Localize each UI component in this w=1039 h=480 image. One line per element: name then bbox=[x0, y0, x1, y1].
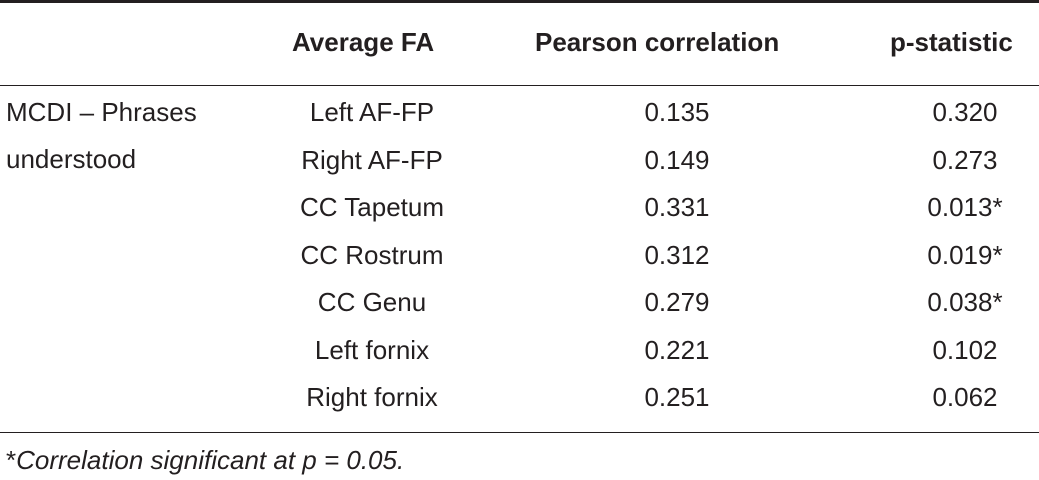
cell-pearson: 0.331 bbox=[644, 192, 710, 222]
header-pearson-correlation: Pearson correlation bbox=[535, 27, 780, 57]
footnote-text: Correlation significant at p = 0.05. bbox=[16, 445, 405, 475]
cell-p-statistic: 0.320 bbox=[932, 97, 998, 127]
table-row: Right fornix 0.251 0.062 bbox=[0, 374, 1039, 422]
cell-pearson: 0.279 bbox=[644, 287, 710, 317]
cell-p-statistic: 0.062 bbox=[932, 382, 998, 412]
table-row: Right AF-FP 0.149 0.273 bbox=[0, 137, 1039, 185]
table-header-rule bbox=[0, 85, 1039, 86]
cell-average-fa: CC Tapetum bbox=[299, 192, 445, 222]
cell-average-fa: Right AF-FP bbox=[301, 144, 443, 175]
cell-pearson: 0.135 bbox=[644, 97, 710, 127]
header-p-statistic: p-statistic bbox=[890, 27, 1013, 57]
table-bottom-rule bbox=[0, 432, 1039, 433]
cell-p-statistic: 0.019* bbox=[927, 239, 1003, 270]
cell-p-statistic: 0.273 bbox=[932, 144, 998, 175]
table-row: Left AF-FP 0.135 0.320 bbox=[0, 89, 1039, 137]
cell-average-fa: Left fornix bbox=[314, 334, 430, 365]
cell-average-fa: CC Genu bbox=[317, 287, 427, 317]
footnote-mark: * bbox=[6, 445, 17, 475]
table-row: CC Genu 0.279 0.038* bbox=[0, 279, 1039, 327]
cell-pearson: 0.149 bbox=[644, 144, 710, 175]
cell-p-statistic: 0.102 bbox=[932, 334, 998, 365]
cell-average-fa: Right fornix bbox=[306, 382, 438, 412]
table-body: Left AF-FP 0.135 0.320 Right AF-FP 0.149… bbox=[0, 89, 1039, 422]
cell-pearson: 0.221 bbox=[644, 334, 710, 365]
table-row: CC Tapetum 0.331 0.013* bbox=[0, 184, 1039, 232]
cell-p-statistic: 0.038* bbox=[927, 287, 1003, 317]
cell-pearson: 0.312 bbox=[644, 239, 710, 270]
cell-pearson: 0.251 bbox=[644, 382, 710, 412]
row-group-label-line1: MCDI – Phrases bbox=[6, 97, 197, 127]
header-average-fa: Average FA bbox=[292, 27, 435, 57]
table-row: Left fornix 0.221 0.102 bbox=[0, 327, 1039, 375]
table-footnote: *Correlation significant at p = 0.05. bbox=[6, 440, 404, 480]
table-row: CC Rostrum 0.312 0.019* bbox=[0, 232, 1039, 280]
cell-average-fa: CC Rostrum bbox=[300, 239, 444, 270]
cell-p-statistic: 0.013* bbox=[927, 192, 1003, 222]
row-group-label-line2: understood bbox=[6, 144, 137, 174]
table-top-rule bbox=[0, 0, 1039, 3]
cell-average-fa: Left AF-FP bbox=[309, 97, 435, 127]
